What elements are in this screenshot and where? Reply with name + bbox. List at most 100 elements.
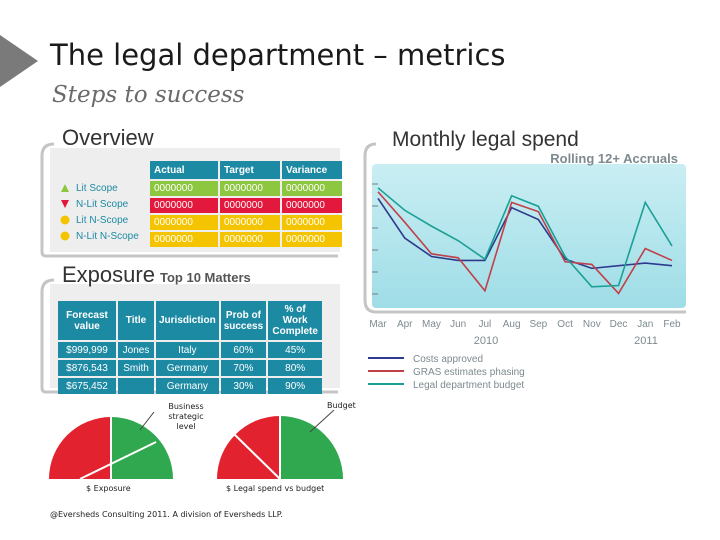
- gauge-pointer: [309, 410, 335, 433]
- table-cell: 0000000: [150, 181, 218, 196]
- legend-label: Costs approved: [413, 354, 483, 365]
- footer-copyright: @Eversheds Consulting 2011. A division o…: [50, 510, 283, 519]
- legend-label: N-Lit N-Scope: [76, 230, 139, 242]
- table-cell: 0000000: [220, 198, 280, 213]
- slide-subtitle: Steps to success: [52, 82, 245, 108]
- chart-legend: Costs approved GRAS estimates phasing Lega…: [368, 354, 525, 391]
- x-tick-label: May: [422, 319, 441, 330]
- table-row: $675,452 Germany 30% 90%: [58, 378, 323, 394]
- table-cell: 0000000: [282, 215, 342, 230]
- triangle-down-icon: [61, 200, 69, 208]
- x-axis-labels: Mar Apr May Jun Jul Aug Sep Oct Nov Dec Jan Feb: [369, 319, 681, 330]
- column-header-target: Target: [220, 161, 280, 179]
- triangle-up-icon: [61, 184, 69, 192]
- exposure-heading: Exposure: [62, 262, 155, 287]
- table-cell: [118, 378, 154, 394]
- table-cell: 0000000: [282, 198, 342, 213]
- circle-icon: [60, 215, 70, 225]
- monthly-spend-chart: Monthly legal spend Rolling 12+ Accruals…: [363, 126, 686, 391]
- gauge-right-bottom-label: $ Legal spend vs budget: [226, 484, 325, 493]
- table-row: 0000000 0000000 0000000: [150, 232, 342, 247]
- table-row: $876,543 Smith Germany 70% 80%: [58, 360, 323, 376]
- year-label-2010: 2010: [474, 335, 498, 347]
- x-tick-label: Sep: [529, 319, 547, 330]
- x-tick-label: Apr: [397, 319, 413, 330]
- budget-gauge: [217, 410, 343, 480]
- gauge-pointer: [139, 412, 155, 431]
- gauge-left-top-text: Business strategic level: [168, 402, 204, 431]
- x-tick-label: Mar: [369, 319, 387, 330]
- column-header-actual: Actual: [150, 161, 218, 179]
- column-header-prob: Prob of success: [220, 301, 267, 340]
- year-label-2011: 2011: [634, 335, 658, 347]
- table-cell: 45%: [268, 342, 323, 358]
- x-tick-label: Jan: [637, 319, 653, 330]
- table-cell: $876,543: [58, 360, 116, 376]
- table-cell: 70%: [220, 360, 267, 376]
- table-cell: 30%: [220, 378, 267, 394]
- chart-plot-area: [372, 164, 686, 308]
- legend-label: GRAS estimates phasing: [413, 367, 525, 378]
- gauge-needle: [233, 433, 281, 480]
- column-header-forecast: Forecast value: [58, 301, 116, 340]
- series-line-legal-department-budget: [377, 187, 673, 288]
- x-tick-label: Aug: [503, 319, 521, 330]
- table-cell: $675,452: [58, 378, 116, 394]
- table-cell: 80%: [268, 360, 323, 376]
- column-header-title: Title: [118, 301, 154, 340]
- chart-subtitle: Rolling 12+ Accruals: [550, 151, 678, 166]
- table-row: 0000000 0000000 0000000: [150, 215, 342, 230]
- overview-table: Actual Target Variance 0000000 0000000 0…: [148, 159, 344, 249]
- x-tick-label: Feb: [663, 319, 681, 330]
- y-tick-marks: [372, 183, 378, 295]
- chart-title: Monthly legal spend: [392, 128, 579, 151]
- table-cell: 0000000: [282, 181, 342, 196]
- table-cell: 0000000: [282, 232, 342, 247]
- x-tick-label: Jul: [479, 319, 492, 330]
- slide-arrow-icon: [0, 35, 38, 87]
- table-cell: 60%: [220, 342, 267, 358]
- x-tick-label: Jun: [450, 319, 466, 330]
- table-cell: $999,999: [58, 342, 116, 358]
- gauge-needle: [79, 441, 157, 480]
- table-cell: 0000000: [150, 232, 218, 247]
- series-line-costs-approved: [377, 197, 673, 270]
- table-cell: 0000000: [220, 215, 280, 230]
- table-cell: Smith: [118, 360, 154, 376]
- x-tick-label: Oct: [557, 319, 573, 330]
- table-cell: 0000000: [150, 198, 218, 213]
- table-cell: Germany: [156, 360, 219, 376]
- legend-label: N-Lit Scope: [76, 198, 129, 210]
- table-row: 0000000 0000000 0000000: [150, 181, 342, 196]
- exposure-table: Forecast value Title Jurisdiction Prob o…: [56, 299, 324, 396]
- overview-heading: Overview: [62, 125, 154, 150]
- table-row: 0000000 0000000 0000000: [150, 198, 342, 213]
- overview-legend: Lit Scope N-Lit Scope Lit N-Scope N-Lit …: [60, 180, 139, 244]
- table-cell: Germany: [156, 378, 219, 394]
- x-tick-label: Nov: [583, 319, 601, 330]
- table-cell: 90%: [268, 378, 323, 394]
- legend-label: Lit N-Scope: [76, 214, 129, 226]
- gauge-left-top-label: Business strategic level: [160, 402, 212, 432]
- legend-item-lit-n-scope: Lit N-Scope: [60, 212, 139, 228]
- table-cell: 0000000: [220, 181, 280, 196]
- chart-title-backdrop: [378, 126, 590, 152]
- table-cell: Italy: [156, 342, 219, 358]
- x-tick-label: Dec: [610, 319, 628, 330]
- table-cell: 0000000: [150, 215, 218, 230]
- gauge-red-segment: [49, 417, 111, 479]
- column-header-jurisdiction: Jurisdiction: [156, 301, 219, 340]
- circle-icon: [60, 231, 70, 241]
- table-header-row: Forecast value Title Jurisdiction Prob o…: [58, 301, 323, 340]
- table-header-row: Actual Target Variance: [150, 161, 342, 179]
- gauge-green-segment: [280, 416, 343, 479]
- series-line-gras-estimates-phasing: [377, 191, 673, 295]
- legend-label: Legal department budget: [413, 380, 524, 391]
- slide-title: The legal department – metrics: [50, 38, 506, 72]
- exposure-subheading: Top 10 Matters: [160, 270, 251, 285]
- table-row: $999,999 Jones Italy 60% 45%: [58, 342, 323, 358]
- gauge-left-bottom-label: $ Exposure: [86, 484, 131, 493]
- legend-item-lit-scope: Lit Scope: [60, 180, 139, 196]
- chart-frame: [363, 142, 686, 314]
- table-cell: Jones: [118, 342, 154, 358]
